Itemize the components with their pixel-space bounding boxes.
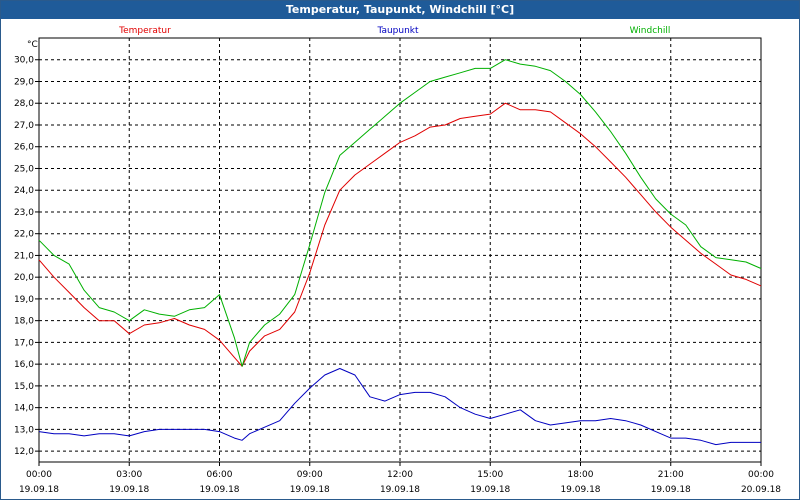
y-tick-label: 23,0 (14, 208, 34, 218)
y-tick-label: 30,0 (14, 56, 34, 66)
x-tick-time-label: 15:00 (477, 470, 503, 480)
legend-entry-taupunkt: Taupunkt (376, 26, 419, 36)
y-tick-label: 26,0 (14, 143, 34, 153)
series-line-temperatur (38, 102, 762, 367)
x-tick-date-label: 20.09.18 (741, 485, 781, 495)
x-tick-time-label: 18:00 (568, 470, 594, 480)
x-tick-date-label: 19.09.18 (290, 485, 330, 495)
x-tick-date-label: 19.09.18 (651, 485, 691, 495)
y-tick-label: 28,0 (14, 99, 34, 109)
legend-entry-windchill: Windchill (630, 26, 671, 36)
y-tick-label: 25,0 (14, 164, 34, 174)
series-line-taupunkt (38, 368, 761, 446)
y-axis-unit-label: °C (27, 40, 38, 50)
y-tick-label: 14,0 (14, 404, 34, 414)
x-tick-time-label: 03:00 (116, 470, 142, 480)
x-tick-time-label: 06:00 (207, 470, 233, 480)
grid-lines (39, 38, 761, 462)
y-tick-label: 22,0 (14, 230, 34, 240)
y-tick-label: 13,0 (14, 425, 34, 435)
y-tick-label: 24,0 (14, 186, 34, 196)
x-tick-date-label: 19.09.18 (19, 485, 59, 495)
x-tick-date-label: 19.09.18 (470, 485, 510, 495)
x-axis: 00:00 19.09.18 03:00 19.09.18 06:00 19.09.18 0… (19, 462, 781, 495)
y-tick-label: 18,0 (14, 317, 34, 327)
y-tick-label: 19,0 (14, 295, 34, 305)
y-tick-label: 29,0 (14, 77, 34, 87)
y-tick-label: 21,0 (14, 251, 34, 261)
y-tick-label: 17,0 (14, 338, 34, 348)
x-tick-time-label: 12:00 (387, 470, 413, 480)
x-tick-time-label: 09:00 (297, 470, 323, 480)
y-tick-label: 16,0 (14, 360, 34, 370)
series-line-windchill (38, 59, 762, 367)
y-tick-label: 12,0 (14, 447, 34, 457)
y-tick-label: 20,0 (14, 273, 34, 283)
y-tick-label: 15,0 (14, 382, 34, 392)
legend-entry-temperatur: Temperatur (118, 26, 171, 36)
x-tick-time-label: 00:00 (748, 470, 774, 480)
x-tick-date-label: 19.09.18 (380, 485, 420, 495)
series-lines (38, 59, 762, 446)
legend: Temperatur Taupunkt Windchill (118, 26, 670, 36)
x-tick-time-label: 00:00 (26, 470, 52, 480)
y-tick-label: 27,0 (14, 121, 34, 131)
x-tick-date-label: 19.09.18 (560, 485, 600, 495)
x-tick-date-label: 19.09.18 (109, 485, 149, 495)
window-title: Temperatur, Taupunkt, Windchill [°C] (1, 1, 799, 19)
x-tick-date-label: 19.09.18 (199, 485, 239, 495)
x-tick-time-label: 21:00 (658, 470, 684, 480)
y-axis: 12,0 13,0 14,0 15,0 16,0 17,0 18,0 19,0 20,0 21,0… (14, 56, 39, 457)
